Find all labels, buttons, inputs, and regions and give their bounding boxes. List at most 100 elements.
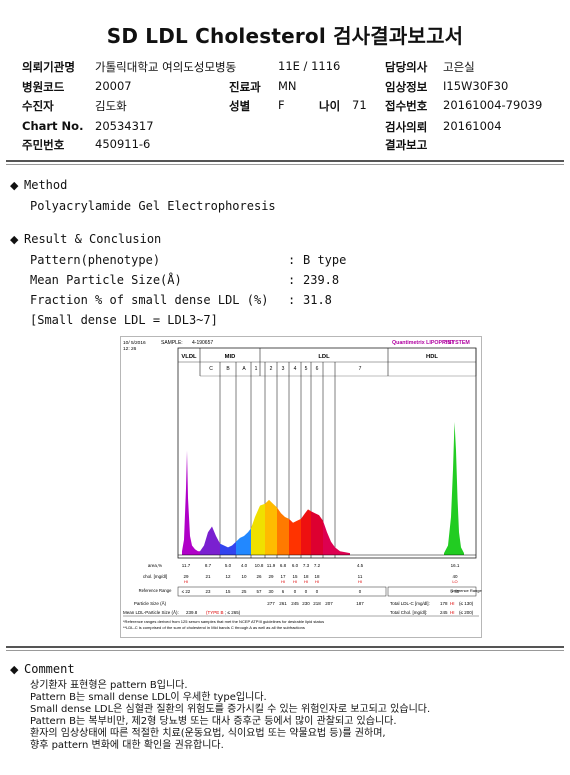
comment-divider-thin	[6, 650, 564, 651]
fraction-colon: :	[288, 293, 296, 307]
area-value: 6.8	[280, 563, 287, 568]
particle-value: 261	[279, 601, 287, 606]
band-label: C	[209, 366, 213, 372]
clinical-info-label: 임상정보	[385, 80, 428, 94]
particle-value: 230	[302, 601, 310, 606]
ldl6-area	[311, 511, 323, 555]
chol-value: 11	[358, 574, 363, 579]
chol-value: 40	[452, 574, 458, 579]
department-label: 진료과	[229, 80, 261, 94]
ldl1-area	[251, 503, 265, 555]
footnote-2: **LDL-C is comprised of the sum of chole…	[123, 625, 305, 630]
chol-row-label: chol. [mg/dl]	[143, 574, 167, 579]
area-value: 4.5	[357, 563, 364, 568]
particle-value: 207	[325, 601, 333, 606]
ldl7-area	[323, 520, 350, 555]
comment-line: 향후 pattern 변화에 대한 확인을 권유합니다.	[30, 740, 224, 751]
ref-right-label: Reference Range	[450, 588, 482, 593]
band-label: B	[226, 366, 230, 372]
ref-value: 30	[269, 589, 274, 594]
size-value: 239.8	[303, 273, 340, 287]
institution-value: 가톨릭대학교 여의도성모병동	[95, 60, 237, 74]
institution-label: 의뢰기관명	[22, 60, 75, 74]
ref-box-left	[177, 586, 387, 597]
ref-value: 0	[305, 589, 308, 594]
comment-divider	[6, 646, 564, 648]
mean-size-value: 239.8	[186, 610, 198, 615]
ref-value: 0	[294, 589, 297, 594]
clinical-info-value: I15W30F30	[443, 79, 509, 93]
chol-value: 18	[303, 574, 309, 579]
report-label: 결과보고	[385, 138, 428, 152]
ref-row-label: Reference Range	[139, 588, 172, 593]
ldl5-area	[301, 509, 311, 555]
area-row-label: area,%	[148, 563, 162, 568]
sex-label: 성별	[229, 99, 251, 113]
mean-size-label: Mean LDL-Particle Size (Å):	[123, 609, 179, 615]
band-label: 3	[282, 366, 285, 372]
chol-value: 17	[280, 574, 286, 579]
patient-value: 김도화	[95, 99, 127, 113]
comment-line: Pattern B는 복부비만, 제2형 당뇨병 또는 대사 증후군 등에서 많…	[30, 716, 397, 727]
method-heading: ◆ Method	[10, 178, 68, 192]
area-value: 5.0	[225, 563, 232, 568]
physician-label: 담당의사	[385, 60, 428, 74]
vldl-area	[182, 450, 200, 555]
particle-value: 218	[313, 601, 321, 606]
header-divider-thin	[6, 164, 564, 165]
ref-value: 15	[226, 589, 231, 594]
total-ldl-value: 178	[440, 601, 448, 606]
ref-value: 25	[242, 589, 247, 594]
department-value: MN	[278, 79, 297, 93]
receipt-label: 접수번호	[385, 99, 428, 113]
plot-frame	[177, 347, 477, 559]
pattern-value: B type	[303, 253, 347, 267]
chart-date: 10/ 5/2016	[123, 340, 146, 346]
patient-label: 수진자	[22, 99, 54, 113]
group-label: LDL	[318, 354, 330, 360]
chol-value: 18	[314, 574, 320, 579]
request-date-label: 검사의뢰	[385, 120, 428, 134]
ref-value: 6	[282, 589, 285, 594]
request-date-value: 20161004	[443, 119, 502, 133]
band-label: 6	[316, 366, 319, 372]
comment-line: Pattern B는 small dense LDL이 우세한 type입니다.	[30, 692, 267, 703]
area-value: 16.1	[451, 563, 460, 568]
mid-c-area	[200, 526, 220, 555]
page-title: SD LDL Cholesterol 검사결과보고서	[106, 24, 464, 48]
ref-value: 0	[359, 589, 362, 594]
footnote-1: *Reference ranges derived from 125 serum…	[123, 619, 324, 624]
chol-value: 12	[225, 574, 231, 579]
mean-type: (TYPE B	[206, 610, 224, 615]
ref-value: ≤ 22	[182, 589, 191, 594]
total-ldl-ref: (≤ 130)	[459, 601, 474, 606]
age-value: 71	[352, 98, 367, 112]
ref-value: 23	[206, 589, 211, 594]
particle-value: 187	[356, 601, 364, 606]
chol-flag: HI	[358, 579, 362, 584]
chol-flag: HI	[304, 579, 308, 584]
chol-value: 15	[292, 574, 298, 579]
sample-label: SAMPLE:	[161, 340, 183, 346]
lipoprint-chart: 10/ 5/2016 12: 26 SAMPLE: 4-190657 Quantimet…	[120, 336, 482, 638]
band-label: 1	[255, 366, 258, 372]
ldl2-area	[265, 499, 277, 555]
chol-value: 10	[241, 574, 247, 579]
area-value: 6.0	[292, 563, 299, 568]
chol-value: 29	[183, 574, 189, 579]
chol-flag: HI	[293, 579, 297, 584]
physician-value: 고은실	[443, 60, 475, 74]
total-chol-value: 245	[440, 610, 448, 615]
particle-row-label: Particle Size (Å)	[134, 600, 167, 606]
chol-value: 29	[268, 574, 274, 579]
diamond-bullet-icon: ◆	[10, 179, 19, 192]
ref-value: 0	[316, 589, 319, 594]
small-dense-note: [Small dense LDL = LDL3~7]	[30, 313, 218, 327]
area-value: 7.3	[303, 563, 310, 568]
ldl4-area	[289, 518, 301, 555]
resident-value: 450911-6	[95, 137, 151, 151]
particle-value: 245	[291, 601, 299, 606]
diamond-bullet-icon: ◆	[10, 663, 19, 676]
area-value: 8.7	[205, 563, 212, 568]
